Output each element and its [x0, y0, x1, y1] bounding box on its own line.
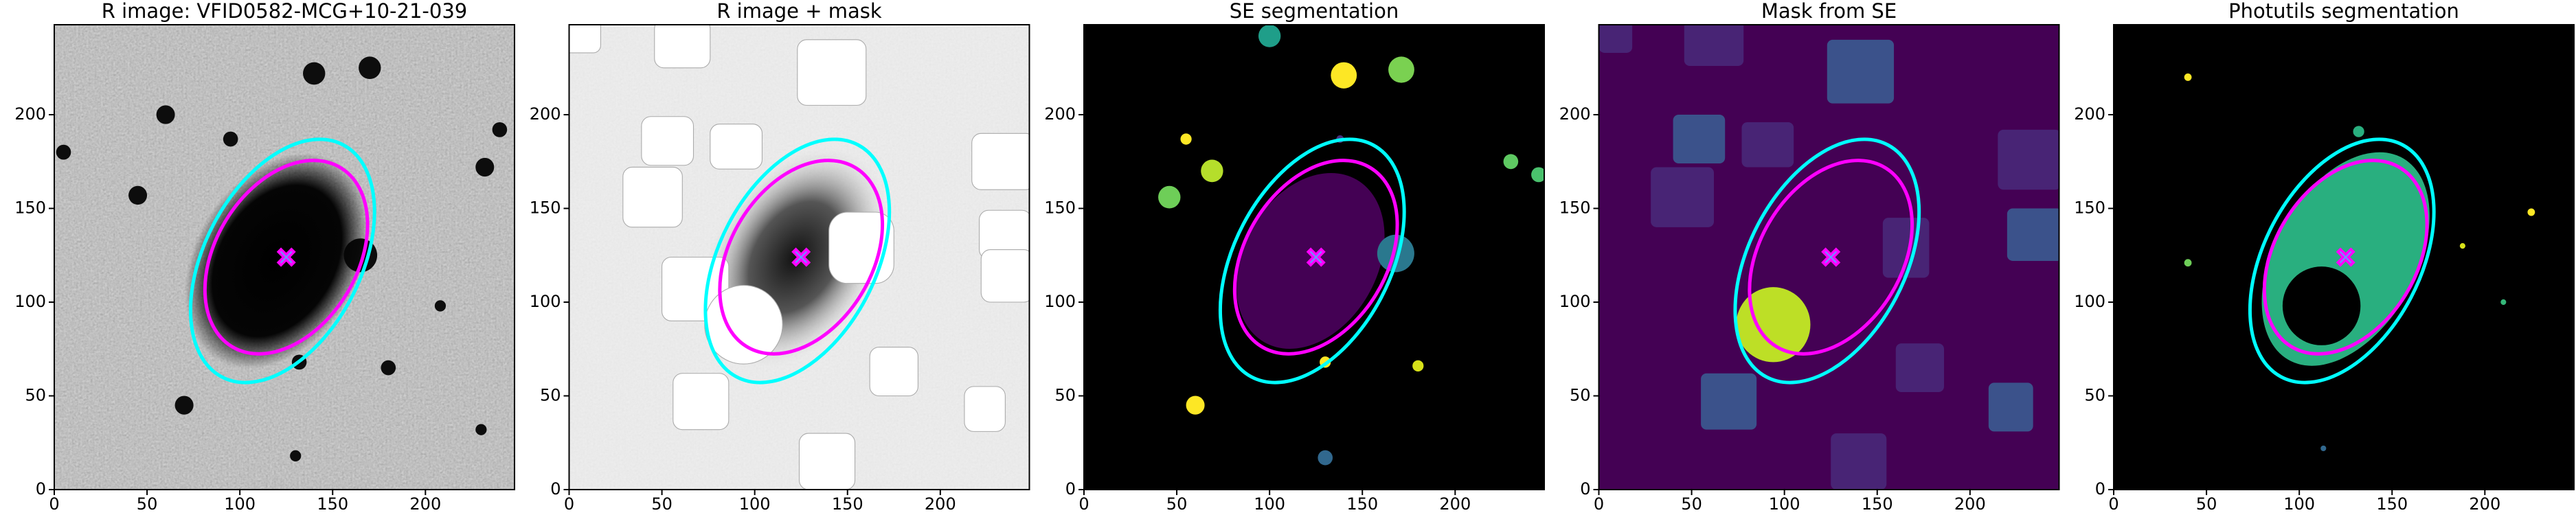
center-marker-cyan [795, 251, 806, 262]
x-tick-label: 150 [317, 494, 348, 514]
overlay [152, 108, 412, 413]
x-tick-label: 100 [2283, 494, 2315, 514]
center-marker-cyan [1311, 251, 1322, 262]
panel-title: R image + mask [716, 0, 882, 23]
axes-frame [568, 24, 1030, 490]
magenta-ellipse [171, 130, 400, 384]
x-tick-label: 100 [224, 494, 256, 514]
y-tick-label: 100 [2074, 292, 2105, 311]
x-tick-label: 50 [651, 494, 673, 514]
y-tick-label: 100 [1044, 292, 1076, 311]
y-tick-label: 200 [1044, 104, 1076, 124]
x-tick-label: 50 [1681, 494, 1702, 514]
x-tick-label: 150 [832, 494, 863, 514]
x-tick-label: 100 [1254, 494, 1285, 514]
y-tick-label: 0 [1065, 479, 1076, 499]
overlay [2212, 108, 2472, 413]
cyan-ellipse [1182, 108, 1442, 413]
x-tick-label: 150 [1862, 494, 1893, 514]
axes-frame [54, 24, 515, 490]
y-tick-label: 50 [1570, 386, 1591, 405]
y-tick-label: 150 [2074, 198, 2105, 218]
y-tick-label: 50 [1054, 386, 1076, 405]
x-tick-label: 200 [2469, 494, 2500, 514]
x-tick-label: 200 [1439, 494, 1471, 514]
overlay [1182, 108, 1442, 413]
image-panel [1598, 25, 2059, 490]
x-tick-label: 50 [137, 494, 158, 514]
y-tick-label: 100 [1559, 292, 1591, 311]
y-tick-label: 200 [1559, 104, 1591, 124]
y-tick-label: 0 [36, 479, 46, 499]
y-tick-label: 200 [14, 104, 46, 124]
cyan-ellipse [1697, 108, 1957, 413]
cyan-ellipse [668, 108, 927, 413]
center-marker-cyan [281, 251, 292, 262]
y-tick-label: 150 [1044, 198, 1076, 218]
y-tick-label: 50 [25, 386, 46, 405]
magenta-ellipse [1201, 130, 1430, 384]
y-tick-label: 150 [1559, 198, 1591, 218]
panel-title: Photutils segmentation [2228, 0, 2459, 23]
x-tick-label: 0 [1594, 494, 1604, 514]
magenta-ellipse [2230, 130, 2460, 384]
y-tick-label: 100 [14, 292, 46, 311]
y-tick-label: 0 [2095, 479, 2105, 499]
y-tick-label: 150 [14, 198, 46, 218]
x-tick-label: 50 [2196, 494, 2217, 514]
x-tick-label: 0 [49, 494, 59, 514]
y-tick-label: 0 [550, 479, 561, 499]
y-tick-label: 150 [530, 198, 561, 218]
x-tick-label: 150 [2376, 494, 2408, 514]
center-marker-cyan [2340, 251, 2351, 262]
magenta-ellipse [686, 130, 916, 384]
center-marker-cyan [1825, 251, 1836, 262]
cyan-ellipse [152, 108, 412, 413]
x-tick-label: 0 [1078, 494, 1089, 514]
y-tick-label: 200 [530, 104, 561, 124]
y-tick-label: 50 [540, 386, 561, 405]
x-tick-label: 100 [739, 494, 771, 514]
y-tick-label: 50 [2084, 386, 2105, 405]
x-tick-label: 100 [1769, 494, 1800, 514]
x-tick-label: 200 [925, 494, 956, 514]
x-tick-label: 0 [564, 494, 574, 514]
x-tick-label: 150 [1346, 494, 1378, 514]
panel-title: Mask from SE [1761, 0, 1897, 23]
overlay [668, 108, 927, 413]
x-tick-label: 50 [1166, 494, 1188, 514]
axes-frame [1083, 24, 1545, 490]
y-tick-label: 200 [2074, 104, 2105, 124]
x-tick-label: 200 [1954, 494, 1986, 514]
panel-title: R image: VFID0582-MCG+10-21-039 [102, 0, 467, 23]
cyan-ellipse [2212, 108, 2472, 413]
axes-frame [2113, 24, 2575, 490]
axes-frame [1598, 24, 2060, 490]
overlay [1697, 108, 1957, 413]
y-tick-label: 100 [530, 292, 561, 311]
magenta-ellipse [1716, 130, 1945, 384]
x-tick-label: 200 [409, 494, 441, 514]
x-tick-label: 0 [2108, 494, 2119, 514]
panel-title: SE segmentation [1230, 0, 1399, 23]
y-tick-label: 0 [1580, 479, 1590, 499]
